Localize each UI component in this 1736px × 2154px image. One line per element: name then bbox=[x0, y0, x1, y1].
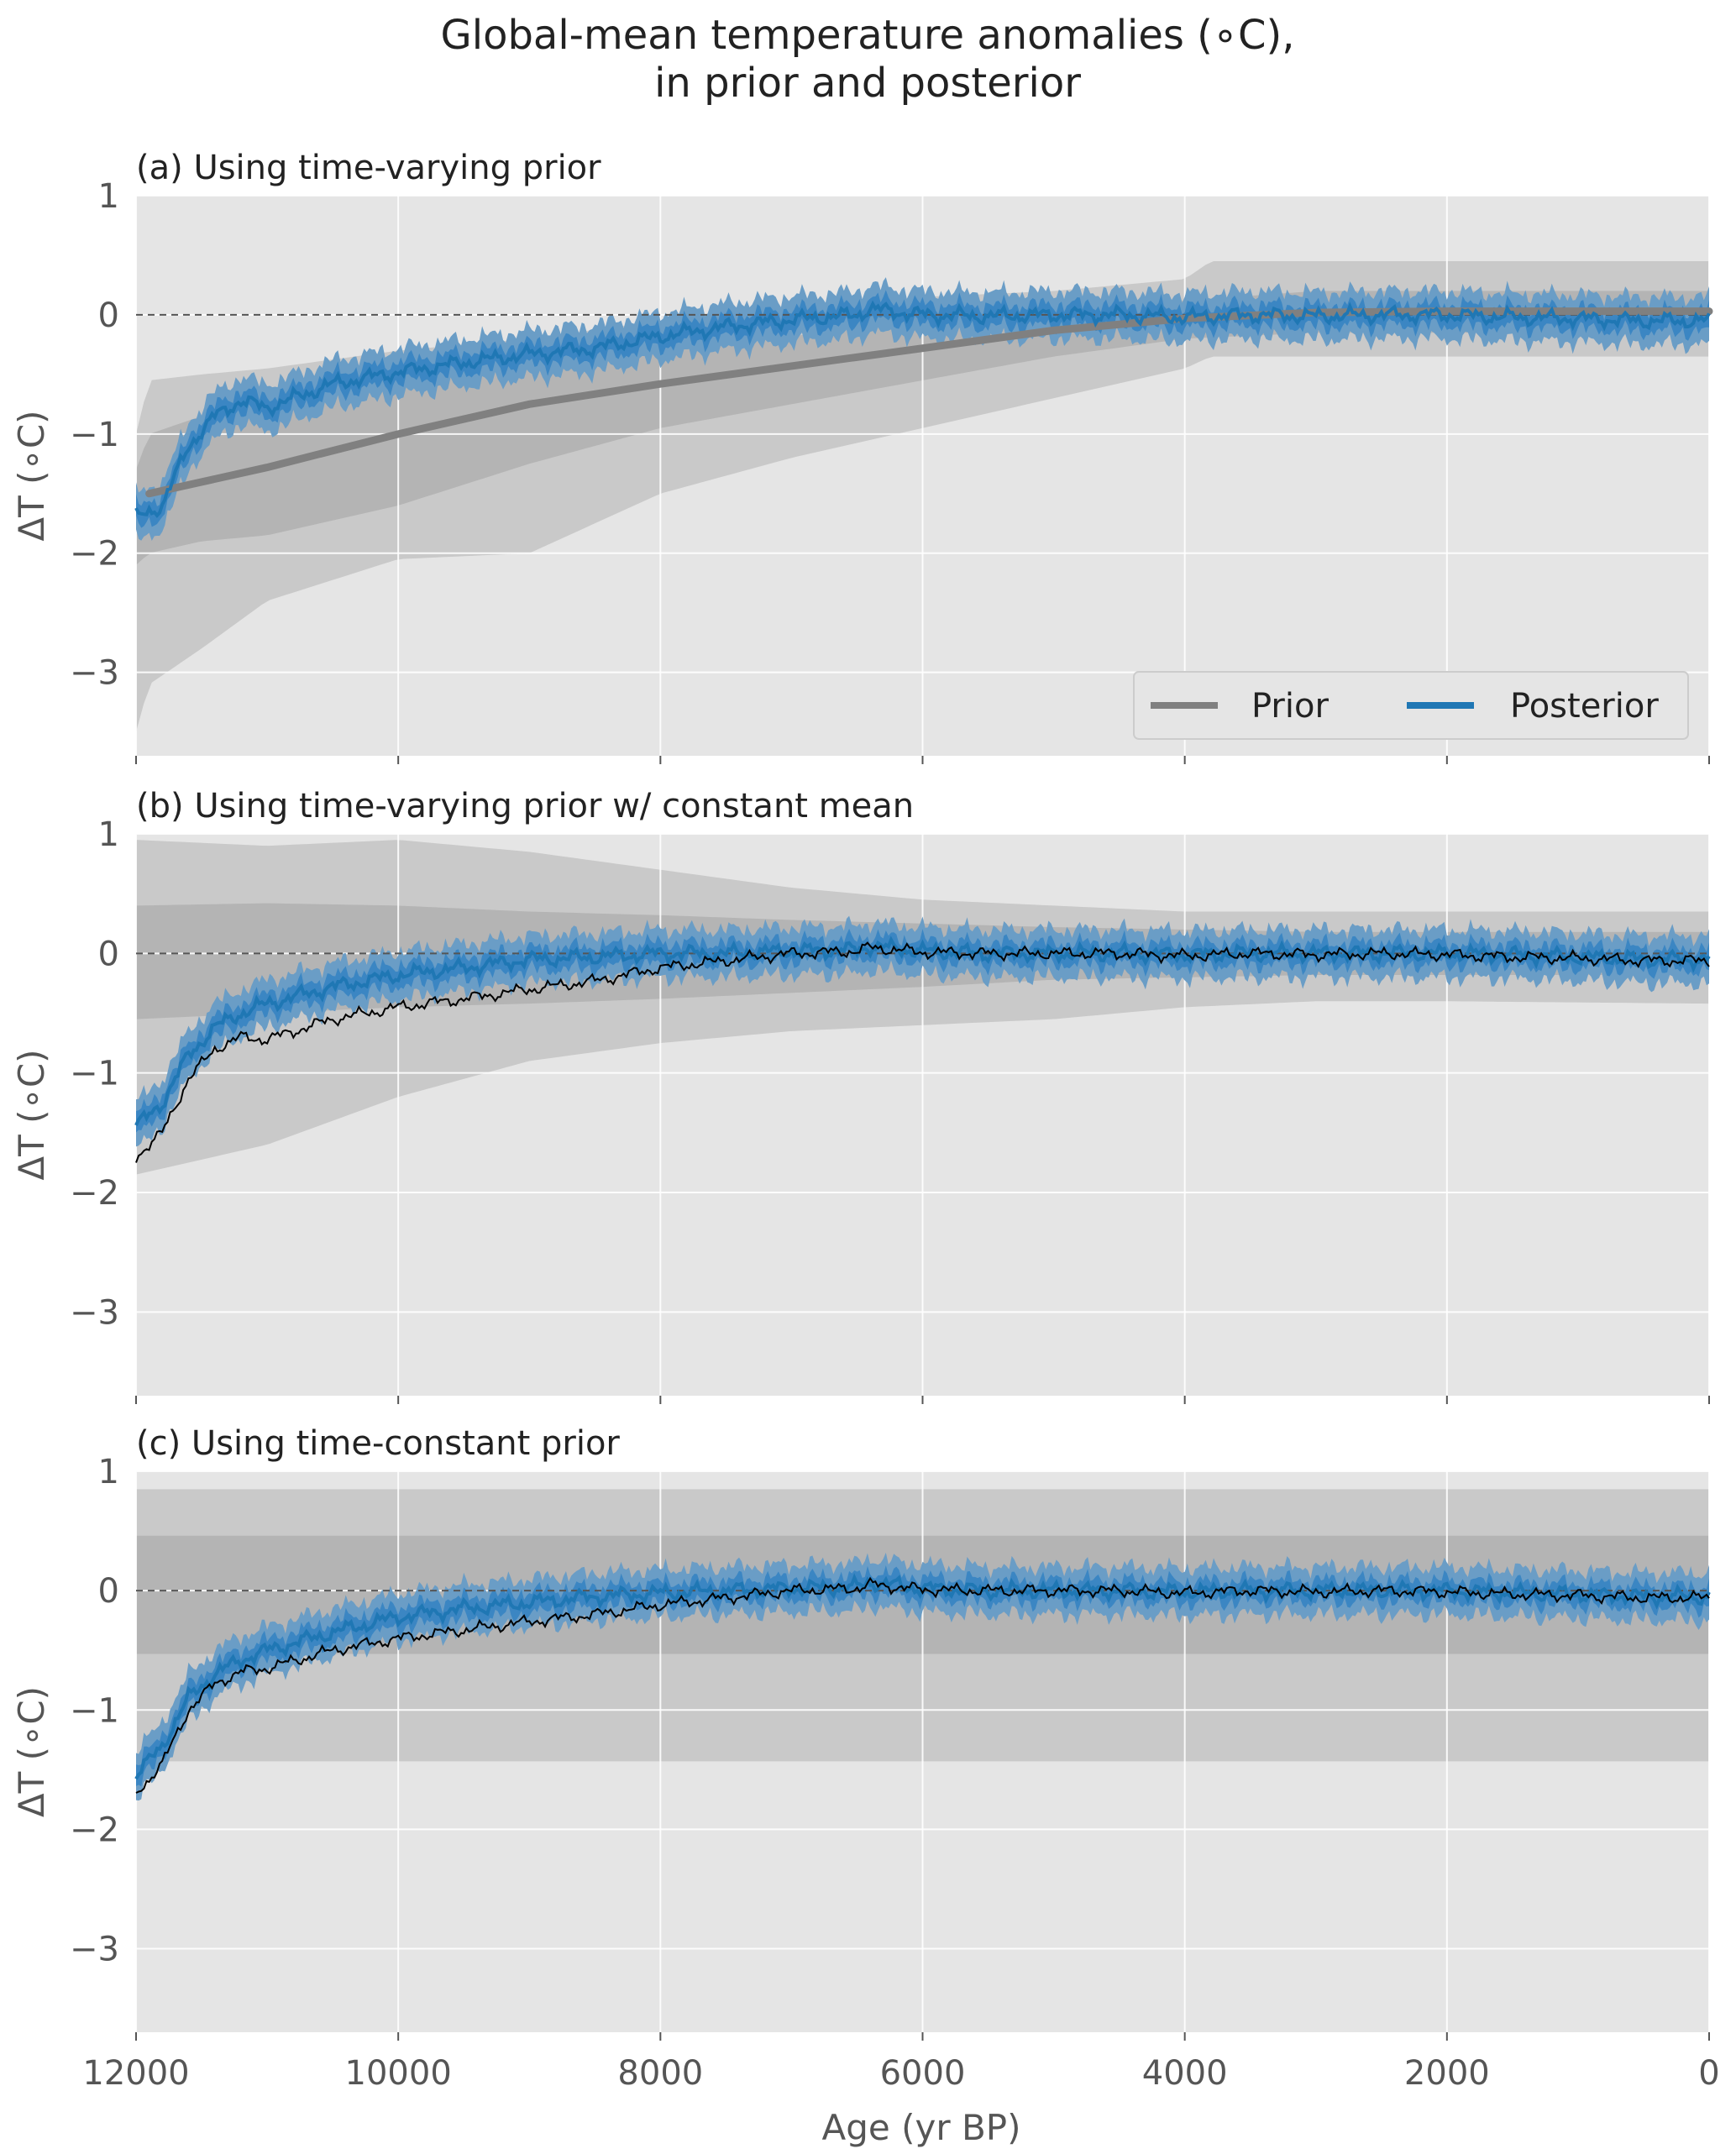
posterior-black-line bbox=[135, 1576, 1710, 1794]
y-tick-label: −1 bbox=[70, 1055, 119, 1093]
y-tick-label: 0 bbox=[98, 1572, 119, 1611]
y-tick-label: −2 bbox=[70, 1174, 119, 1213]
y-tick-label: −3 bbox=[70, 1293, 119, 1332]
x-tick-label: 0 bbox=[1698, 2054, 1719, 2093]
posterior-band-outer bbox=[136, 915, 1709, 1147]
x-tick-label: 6000 bbox=[880, 2054, 966, 2093]
x-tick-label: 4000 bbox=[1142, 2054, 1228, 2093]
y-tick-label: −3 bbox=[70, 1931, 119, 1969]
panel-c: (c) Using time-constant prior 1 0 −1 −2 −3 120… bbox=[11, 1424, 1720, 2093]
x-axis-label: Age (yr BP) bbox=[822, 2107, 1021, 2148]
posterior-mean-line bbox=[134, 1573, 1711, 1780]
panel-title: (a) Using time-varying prior bbox=[136, 149, 601, 187]
legend: Prior Posterior bbox=[1133, 671, 1689, 740]
y-axis-label: ΔT (∘C) bbox=[11, 1049, 52, 1180]
legend-label-posterior: Posterior bbox=[1510, 687, 1659, 726]
x-tick-label: 8000 bbox=[617, 2054, 703, 2093]
y-tick-label: −2 bbox=[70, 1811, 119, 1849]
prior-mean-line bbox=[145, 307, 1713, 498]
legend-label-prior: Prior bbox=[1251, 687, 1329, 726]
posterior-band-inner bbox=[136, 928, 1709, 1133]
x-tick-label: 12000 bbox=[82, 2054, 189, 2093]
y-tick-label: −3 bbox=[70, 654, 119, 693]
panel-title: (c) Using time-constant prior bbox=[136, 1424, 620, 1463]
y-axis-label: ΔT (∘C) bbox=[11, 1686, 52, 1817]
panel-title: (b) Using time-varying prior w/ constant… bbox=[136, 787, 914, 825]
y-tick-label: −1 bbox=[70, 416, 119, 454]
posterior-black-line bbox=[135, 941, 1710, 1163]
y-axis-label: ΔT (∘C) bbox=[11, 410, 52, 541]
y-tick-label: −2 bbox=[70, 535, 119, 574]
y-tick-label: 1 bbox=[98, 1453, 119, 1491]
posterior-band-inner bbox=[136, 1565, 1709, 1787]
posterior-mean-line bbox=[134, 935, 1711, 1126]
y-tick-label: 0 bbox=[98, 935, 119, 973]
x-tick-label: 10000 bbox=[345, 2054, 452, 2093]
posterior-mean-line bbox=[134, 300, 1711, 518]
y-tick-label: 1 bbox=[98, 177, 119, 216]
panel-b: (b) Using time-varying prior w/ constant… bbox=[11, 787, 1711, 1404]
y-tick-label: 1 bbox=[98, 815, 119, 854]
y-tick-label: 0 bbox=[98, 296, 119, 335]
x-tick-label: 2000 bbox=[1404, 2054, 1490, 2093]
panel-a: (a) Using time-varying prior 1 0 −1 −2 −3 ΔT (… bbox=[11, 149, 1713, 764]
figure-title-line1: Global-mean temperature anomalies (∘C), bbox=[441, 12, 1295, 59]
y-tick-label: −1 bbox=[70, 1691, 119, 1730]
figure-title-line2: in prior and posterior bbox=[654, 60, 1081, 107]
